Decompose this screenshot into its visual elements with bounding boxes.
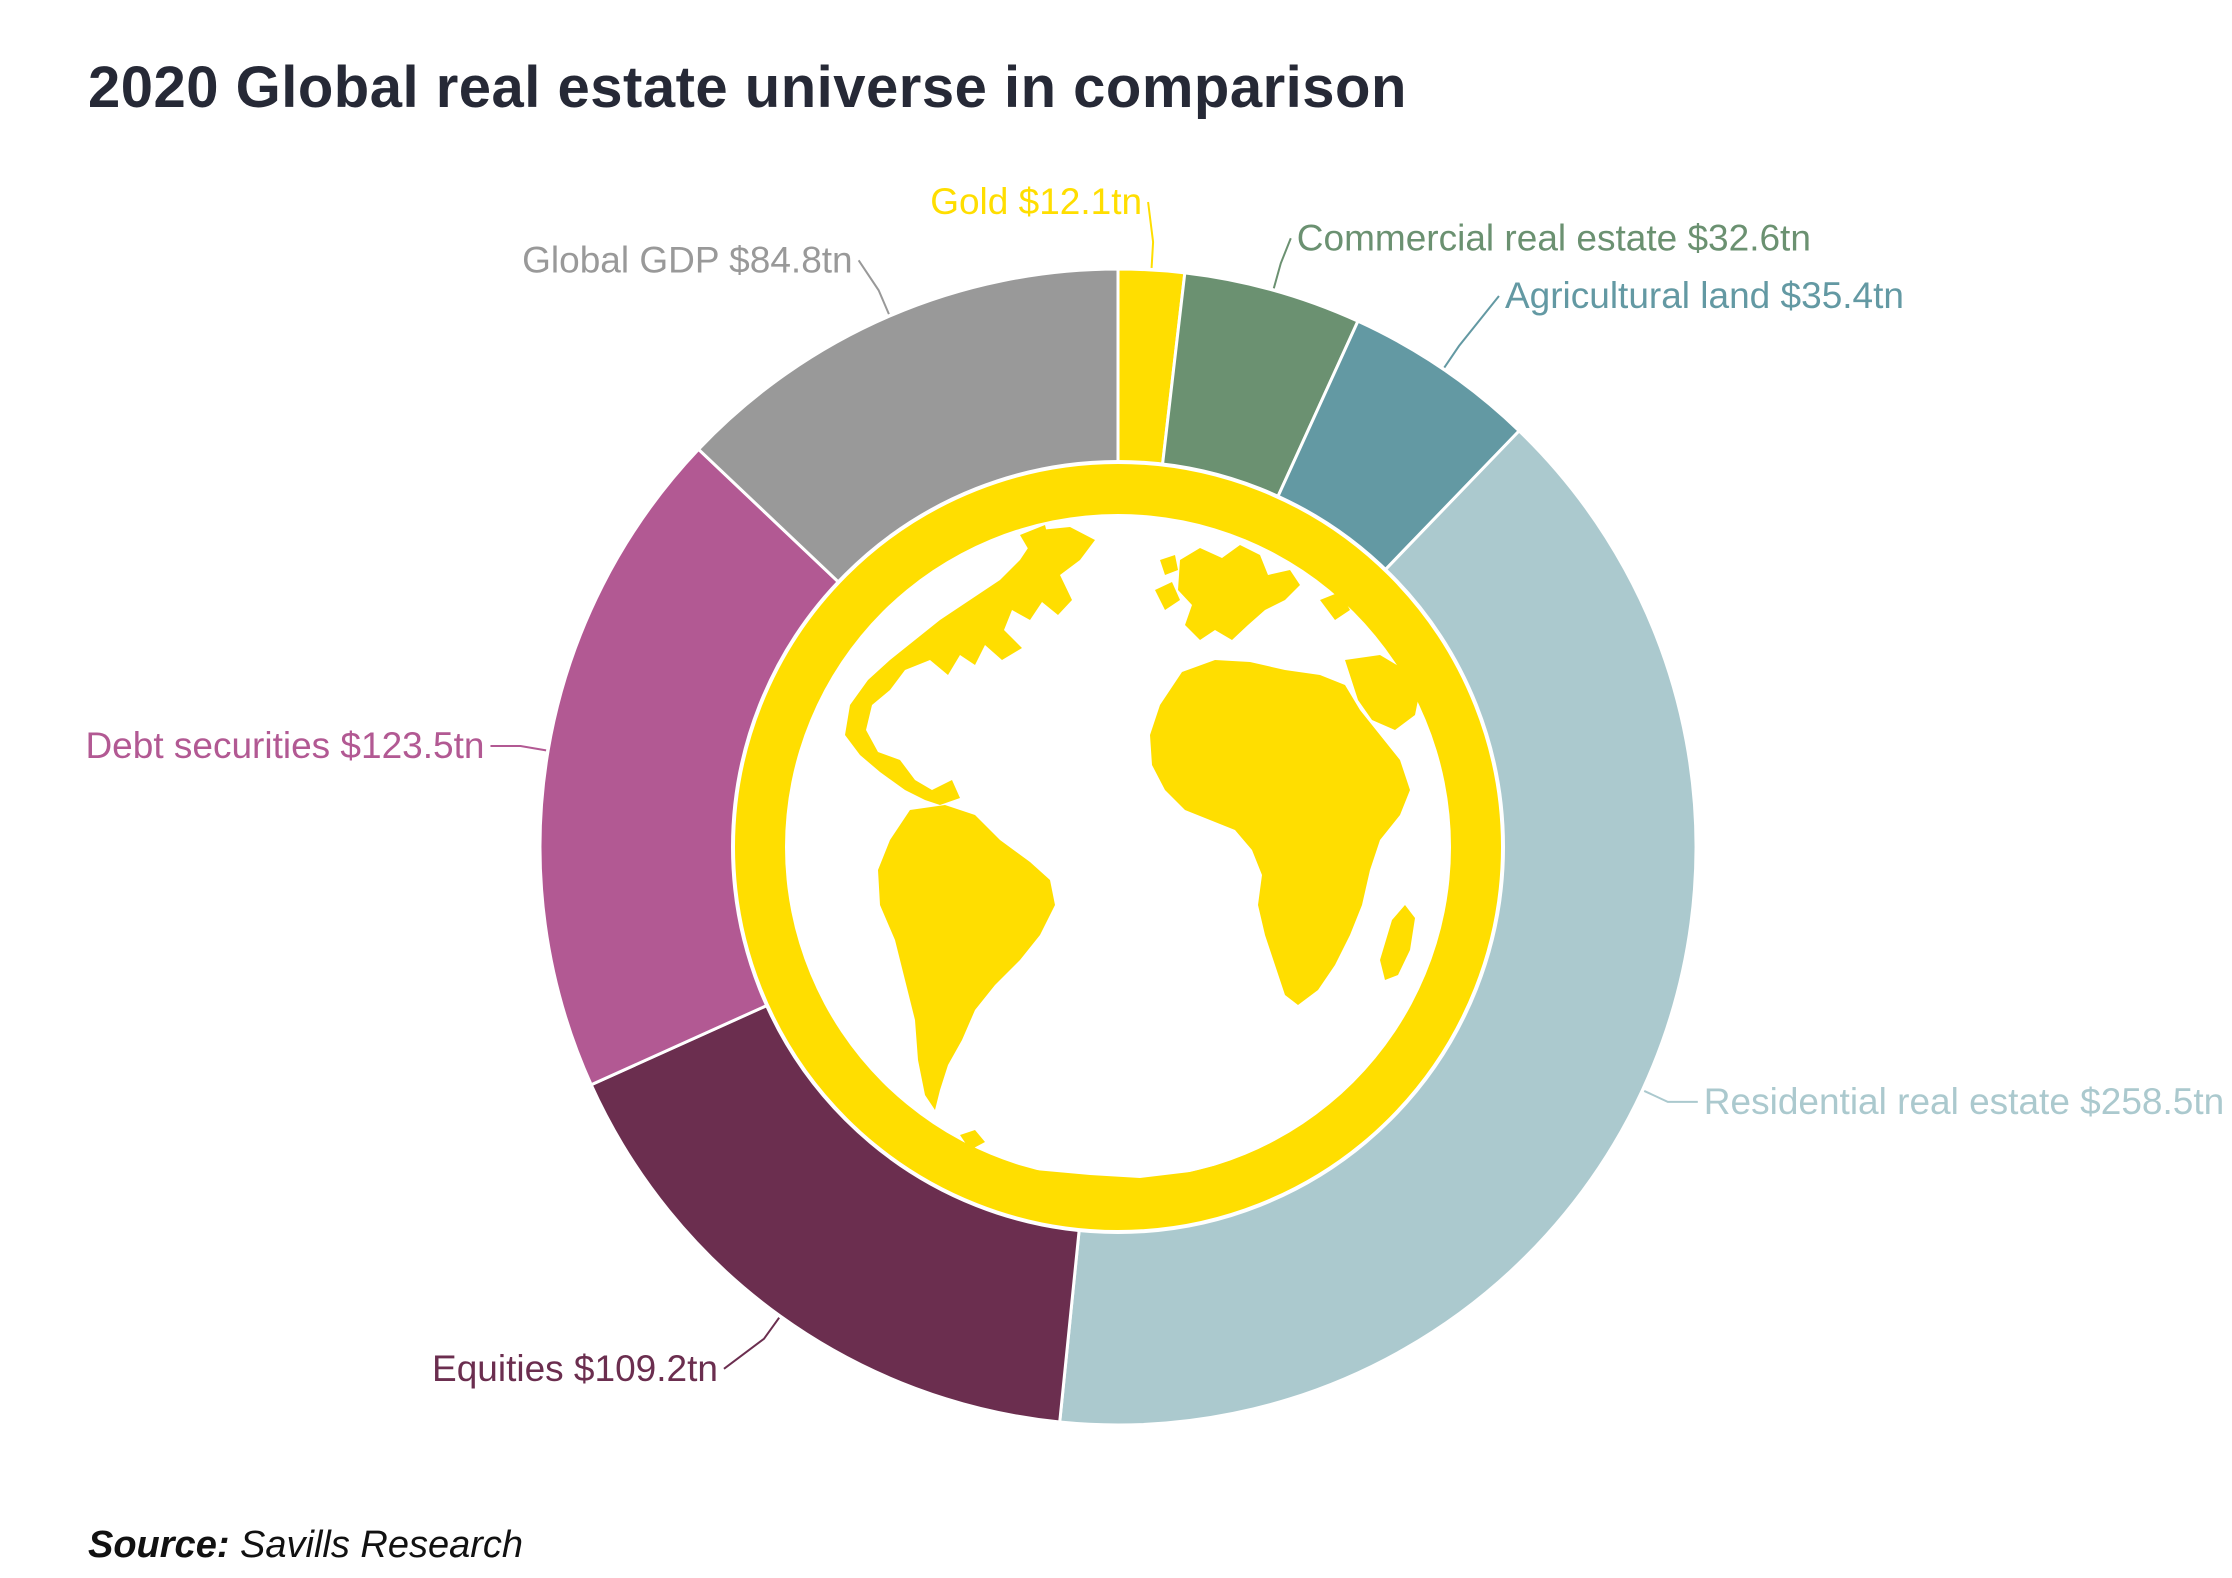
slice-label-3: Residential real estate $258.5tn <box>1704 1081 2224 1122</box>
slice-label-4: Equities $109.2tn <box>432 1348 718 1389</box>
leader-line-6 <box>857 259 890 315</box>
slice-label-6: Global GDP $84.8tn <box>522 239 852 280</box>
source-label: Source: <box>88 1524 230 1566</box>
slice-label-5: Debt securities $123.5tn <box>85 725 484 766</box>
globe-icon <box>845 525 1420 1195</box>
label-leaders <box>490 201 1698 1370</box>
source-note: Source: Savills Research <box>88 1524 523 1567</box>
chart-title: 2020 Global real estate universe in comp… <box>88 55 1407 120</box>
slice-label-0: Gold $12.1tn <box>930 181 1142 222</box>
slice-label-2: Agricultural land $35.4tn <box>1505 275 1904 316</box>
slice-label-1: Commercial real estate $32.6tn <box>1297 217 1811 258</box>
leader-line-1 <box>1272 237 1292 289</box>
slice-labels: Gold $12.1tn Commercial real estate $32.6… <box>85 181 2224 1389</box>
donut-segments <box>538 267 1698 1427</box>
leader-line-0 <box>1147 201 1155 269</box>
leader-line-4 <box>723 1317 780 1370</box>
leader-line-5 <box>490 745 547 752</box>
leader-line-3 <box>1643 1090 1698 1103</box>
leader-line-2 <box>1443 295 1500 369</box>
source-text: Savills Research <box>229 1524 524 1566</box>
inner-ring <box>731 460 1505 1234</box>
